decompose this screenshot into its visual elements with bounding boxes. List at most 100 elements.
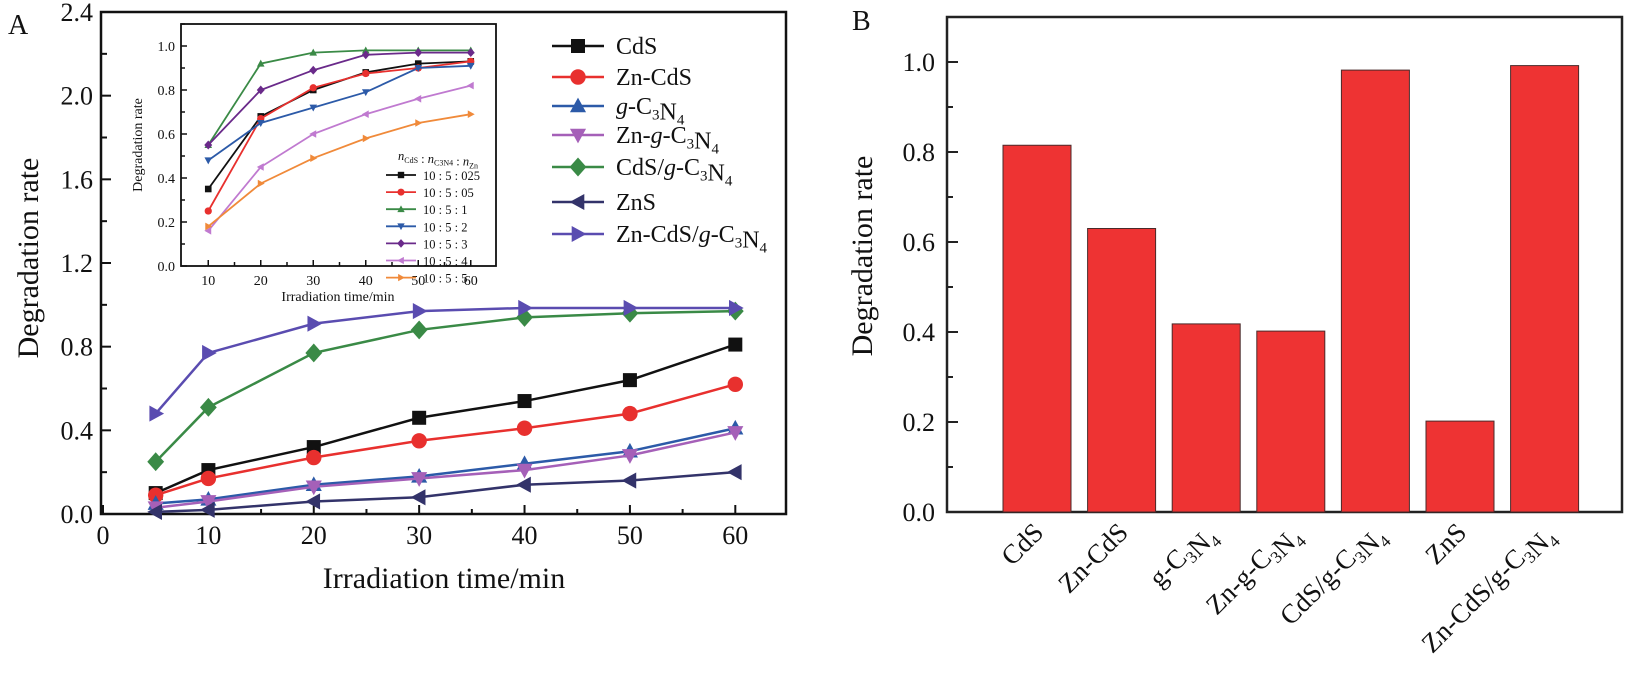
panel-a-line-chart: A 0 10 20 30 40 50 60 0.0 0.4 0.8 1.2 1.6 2.0 2.4 Irr…	[8, 0, 788, 595]
bar-zn-cds	[1087, 228, 1157, 513]
x-tick-label: 60	[722, 521, 748, 550]
data-point	[202, 344, 217, 361]
bar-cds	[1002, 144, 1072, 513]
legend-marker	[397, 223, 405, 231]
data-point	[199, 501, 215, 518]
data-point	[415, 119, 423, 127]
series-line	[154, 306, 736, 415]
inset-series-10-5-3	[204, 48, 475, 150]
legend-label: 10 : 5 : 2	[423, 220, 467, 234]
legend-label: Zn-CdS/g-C3N4	[616, 222, 768, 257]
inset-series-10-5-4	[204, 81, 474, 235]
legend-label: g-C3N4	[616, 94, 685, 129]
legend-entry: g-C3N4	[552, 94, 685, 129]
data-point	[621, 449, 638, 464]
panel-b-y-axis-title: Degradation rate	[846, 156, 879, 357]
x-tick-label: 10	[195, 521, 221, 550]
legend-label: ZnS	[616, 190, 656, 216]
data-point	[362, 134, 370, 143]
data-point	[414, 95, 422, 103]
legend-marker	[569, 193, 585, 211]
x-tick-label: 40	[359, 274, 373, 289]
data-point	[412, 303, 428, 320]
legend-label: 10 : 5 : 4	[423, 255, 468, 269]
inset-y-axis-title: Degradation rate	[131, 98, 146, 192]
y-tick-label: 0.0	[158, 260, 176, 275]
data-point	[306, 440, 321, 455]
y-tick-label: 0.0	[903, 498, 936, 527]
bar-zn-cds-g-c3n4	[1510, 65, 1580, 513]
data-point	[412, 410, 427, 425]
data-point	[726, 464, 742, 481]
data-point	[361, 110, 369, 118]
data-point	[411, 433, 427, 449]
data-point	[622, 405, 638, 422]
data-point	[305, 493, 321, 510]
legend-marker	[569, 157, 587, 177]
data-point	[466, 81, 474, 90]
data-point	[309, 48, 318, 56]
panel-a-x-axis-title: Irradiation time/min	[323, 562, 565, 595]
x-tick-label: 50	[617, 521, 643, 550]
bar-zn-g-c3n4	[1256, 330, 1326, 513]
legend-label: 10 : 5 : 025	[423, 169, 480, 183]
data-point	[309, 84, 317, 92]
data-point	[309, 130, 317, 138]
data-point	[204, 207, 212, 215]
data-point	[517, 394, 532, 409]
category-label: Zn-CdS	[1052, 517, 1134, 599]
series-zns	[147, 464, 742, 520]
inset-legend-entry: 10 : 5 : 5	[386, 272, 467, 286]
legend-label: 10 : 5 : 1	[423, 203, 467, 217]
bar-g-c3n4	[1171, 323, 1241, 513]
category-label: CdS/g-C3N4	[1274, 517, 1395, 638]
legend-marker	[397, 171, 405, 179]
data-point	[362, 69, 370, 78]
data-point	[411, 472, 428, 487]
bar-cds-g-c3n4	[1340, 69, 1410, 513]
x-tick-label: 0	[97, 521, 110, 550]
y-tick-label: 0.6	[158, 128, 176, 143]
legend-entry: CdS	[552, 34, 657, 60]
data-point	[310, 154, 318, 162]
legend-marker	[397, 256, 404, 265]
data-point	[516, 463, 533, 479]
data-point	[410, 320, 428, 340]
data-point	[307, 315, 323, 332]
data-point	[727, 376, 744, 393]
data-point	[305, 343, 323, 363]
inset-line-chart: 10 20 30 40 50 600.00.20.40.60.81.0 Irradiati…	[131, 23, 497, 305]
y-tick-label: 2.4	[61, 0, 94, 27]
x-tick-label: 60	[464, 274, 478, 289]
inset-axes: 10 20 30 40 50 600.00.20.40.60.81.0	[158, 23, 497, 289]
series-zn-cds	[147, 376, 744, 503]
panel-label-a: A	[8, 10, 29, 41]
data-point	[361, 46, 370, 54]
data-point	[466, 62, 475, 70]
panel-a-axes: 0 10 20 30 40 50 60 0.0 0.4 0.8 1.2 1.6 2.0 2.4	[61, 0, 788, 550]
data-point	[414, 65, 423, 72]
y-tick-label: 0.8	[903, 138, 936, 167]
inset-plot-frame	[180, 23, 497, 267]
data-point	[200, 470, 217, 487]
data-point	[147, 503, 162, 520]
legend-label: 10 : 5 : 3	[423, 237, 467, 251]
series-line	[207, 64, 471, 162]
data-point	[305, 480, 322, 496]
legend-marker	[397, 239, 405, 248]
data-point	[204, 140, 213, 150]
data-point	[410, 489, 426, 506]
legend-entry: ZnS	[552, 190, 656, 216]
inset-legend-title: nCdS : nC3N4 : nZn	[398, 149, 478, 170]
series-line	[154, 309, 736, 463]
data-point	[199, 397, 217, 417]
legend-entry: Zn-CdS/g-C3N4	[552, 222, 768, 257]
series-zn-g-c3n4	[147, 426, 744, 517]
inset-series-10-5-2	[204, 62, 475, 165]
legend-entry: Zn-CdS	[552, 65, 692, 91]
legend-label: 10 : 5 : 5	[423, 272, 467, 286]
data-point	[623, 299, 639, 317]
y-tick-label: 0.2	[158, 216, 176, 231]
data-point	[257, 179, 265, 188]
